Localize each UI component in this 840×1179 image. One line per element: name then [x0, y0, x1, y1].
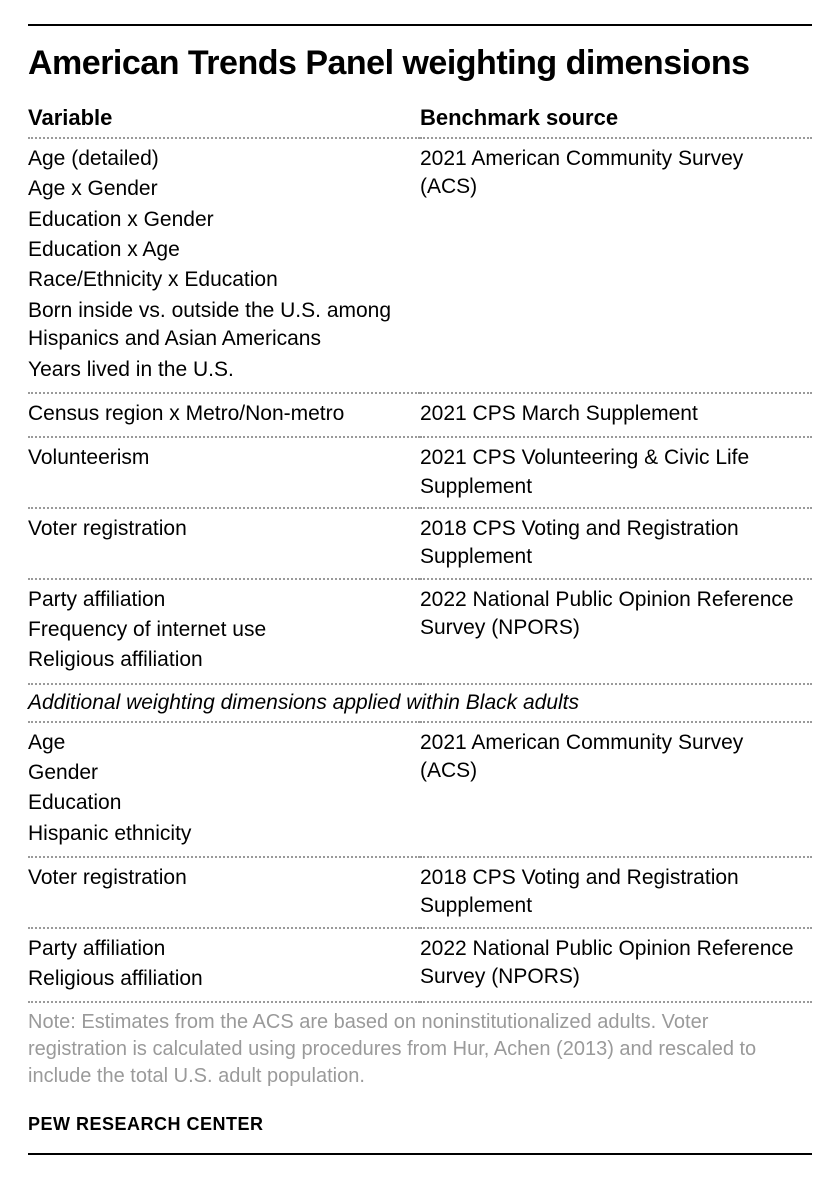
source-cell: 2022 National Public Opinion Reference S…	[420, 928, 812, 1003]
variable-cell: Age (detailed)Age x Gender Education x Ge…	[28, 138, 420, 393]
variable-line: Party affiliation	[28, 586, 412, 614]
variable-cell: Volunteerism	[28, 437, 420, 508]
variable-line: Frequency of internet use	[28, 616, 412, 644]
source-cell: 2022 National Public Opinion Reference S…	[420, 579, 812, 684]
table-row: Volunteerism 2021 CPS Volunteering & Civi…	[28, 437, 812, 508]
column-header-variable: Variable	[28, 105, 420, 138]
variable-line: Age (detailed)	[28, 145, 412, 173]
variable-line: Voter registration	[28, 515, 412, 543]
note-row: Note: Estimates from the ACS are based o…	[28, 1002, 812, 1100]
variable-line: Voter registration	[28, 864, 412, 892]
table-row: Census region x Metro/Non-metro 2021 CPS …	[28, 393, 812, 437]
variable-line: Years lived in the U.S.	[28, 356, 412, 384]
source-cell: 2021 American Community Survey (ACS)	[420, 138, 812, 393]
variable-line: Religious affiliation	[28, 646, 412, 674]
variable-line: Born inside vs. outside the U.S. among H…	[28, 297, 412, 354]
variable-cell: Voter registration	[28, 857, 420, 928]
variable-line: Party affiliation	[28, 935, 412, 963]
bottom-rule	[28, 1153, 812, 1155]
variable-line: Census region x Metro/Non-metro	[28, 400, 412, 428]
variable-cell: Voter registration	[28, 508, 420, 579]
variable-cell: AgeGenderEducation Hispanic ethnicity	[28, 722, 420, 857]
table-title: American Trends Panel weighting dimensio…	[28, 44, 812, 83]
variable-line: Gender	[28, 759, 412, 787]
table-row: Voter registration 2018 CPS Voting and Re…	[28, 508, 812, 579]
table-row: Age (detailed)Age x Gender Education x Ge…	[28, 138, 812, 393]
table-row: Party affiliationFrequency of internet u…	[28, 579, 812, 684]
note-text: Note: Estimates from the ACS are based o…	[28, 1002, 812, 1100]
variable-line: Education	[28, 789, 412, 817]
variable-cell: Census region x Metro/Non-metro	[28, 393, 420, 437]
variable-line: Education x Age	[28, 236, 412, 264]
table-row: Voter registration 2018 CPS Voting and Re…	[28, 857, 812, 928]
section-heading: Additional weighting dimensions applied …	[28, 684, 812, 722]
variable-line: Race/Ethnicity x Education	[28, 266, 412, 294]
source-cell: 2021 CPS Volunteering & Civic Life Suppl…	[420, 437, 812, 508]
variable-line: Age	[28, 729, 412, 757]
section-heading-row: Additional weighting dimensions applied …	[28, 684, 812, 722]
variable-line: Volunteerism	[28, 444, 412, 472]
weighting-table: Variable Benchmark source Age (detailed)…	[28, 105, 812, 1100]
variable-line: Age x Gender	[28, 175, 412, 203]
table-row: AgeGenderEducation Hispanic ethnicity 2021…	[28, 722, 812, 857]
variable-line: Hispanic ethnicity	[28, 820, 412, 848]
variable-line: Religious affiliation	[28, 965, 412, 993]
table-row: Party affiliationReligious affiliation20…	[28, 928, 812, 1003]
column-header-source: Benchmark source	[420, 105, 812, 138]
top-rule	[28, 24, 812, 26]
variable-cell: Party affiliationReligious affiliation	[28, 928, 420, 1003]
variable-cell: Party affiliationFrequency of internet u…	[28, 579, 420, 684]
source-cell: 2021 CPS March Supplement	[420, 393, 812, 437]
source-cell: 2018 CPS Voting and Registration Supplem…	[420, 857, 812, 928]
attribution-line: PEW RESEARCH CENTER	[28, 1114, 812, 1135]
source-cell: 2021 American Community Survey (ACS)	[420, 722, 812, 857]
variable-line: Education x Gender	[28, 206, 412, 234]
source-cell: 2018 CPS Voting and Registration Supplem…	[420, 508, 812, 579]
